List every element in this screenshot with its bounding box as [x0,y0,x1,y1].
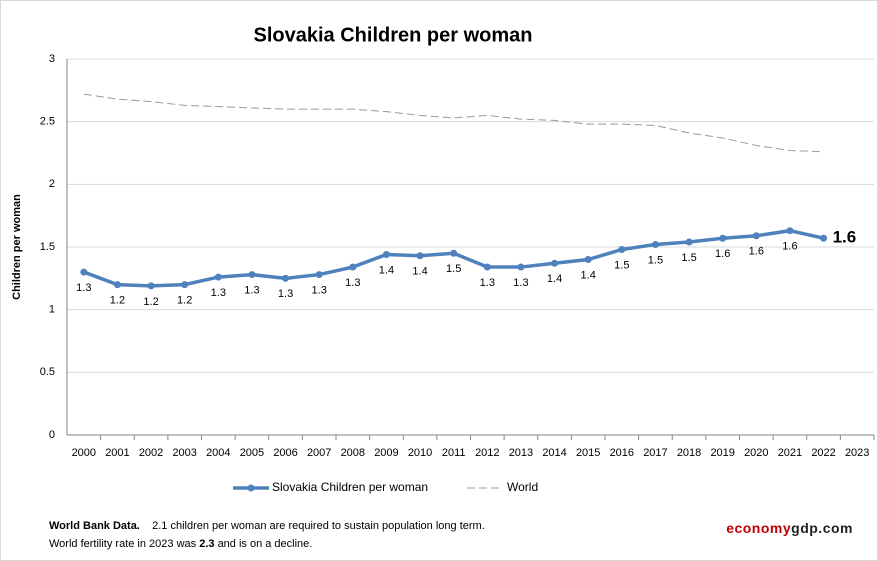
value-label: 1.6 [782,241,797,253]
x-tick-label: 2007 [307,447,331,459]
note-value: 2.3 [199,538,215,550]
value-label: 1.5 [446,263,461,275]
note: and is on a decline. [217,538,313,550]
x-tick-label: 2017 [643,447,667,459]
y-tick-label: 3 [49,53,55,65]
x-tick-label: 2022 [811,447,835,459]
value-label: 1.4 [412,266,427,278]
point [147,282,155,290]
x-tick-label: 2015 [576,447,600,459]
point [584,256,592,264]
x-tick-label: 2004 [206,447,230,459]
x-tick-label: 2009 [374,447,398,459]
y-tick-label: 1.5 [40,241,55,253]
point [248,271,256,279]
x-tick-label: 2011 [442,447,466,459]
point [349,263,357,271]
point [517,263,525,271]
value-label: 1.4 [379,264,394,276]
x-tick-label: 2021 [778,447,802,459]
point [685,238,693,246]
value-label: 1.6 [833,228,857,247]
note-line: World Bank Data. 2.1 children per woman … [49,517,485,535]
value-label: 1.5 [681,252,696,264]
point [450,249,458,257]
x-tick-label: 2019 [710,447,734,459]
y-tick-label: 0 [49,429,55,441]
value-label: 1.3 [312,284,327,296]
point [113,281,121,289]
point [416,252,424,260]
y-axis-title: Children per woman [11,194,23,300]
x-tick-label: 2014 [542,447,566,459]
point [786,227,794,235]
notes: World Bank Data. 2.1 children per woman … [49,517,485,553]
x-tick-label: 2002 [139,447,163,459]
value-label: 1.5 [614,259,629,271]
legend-label: World [507,480,538,494]
x-tick-label: 2010 [408,447,432,459]
x-tick-label: 2005 [240,447,264,459]
x-tick-label: 2003 [172,447,196,459]
x-tick-label: 2001 [105,447,129,459]
x-tick-label: 2012 [475,447,499,459]
value-label: 1.2 [177,295,192,307]
point [214,273,222,281]
value-label: 1.2 [143,296,158,308]
value-label: 1.4 [581,269,596,281]
note: World fertility rate in 2023 was [49,538,197,550]
point [282,274,290,282]
point [382,251,390,259]
value-label: 1.5 [648,254,663,266]
x-tick-label: 2016 [610,447,634,459]
value-label: 1.3 [211,287,226,299]
point [551,259,559,267]
x-tick-label: 2006 [273,447,297,459]
value-label: 1.3 [480,277,495,289]
x-tick-label: 2018 [677,447,701,459]
value-label: 1.6 [715,248,730,260]
x-tick-label: 2013 [509,447,533,459]
value-label: 1.3 [76,282,91,294]
point [820,234,828,242]
value-label: 1.4 [547,273,562,285]
brand: economygdp.com [726,520,853,536]
point [618,246,626,254]
value-label: 1.3 [513,277,528,289]
chart: Slovakia Children per woman Children per… [11,24,875,494]
x-tick-label: 2008 [341,447,365,459]
value-label: 1.6 [749,246,764,258]
point [80,268,88,276]
note-line: World fertility rate in 2023 was 2.3 and… [49,535,485,553]
y-tick-label: 0.5 [40,366,55,378]
point [719,234,727,242]
y-tick-label: 1 [49,304,55,316]
x-tick-label: 2023 [845,447,869,459]
brand-part: economy [726,520,792,536]
legend-marker [247,484,255,492]
series-line [83,228,824,288]
value-label: 1.3 [345,277,360,289]
point [315,271,323,279]
y-tick-label: 2.5 [40,116,55,128]
value-label: 1.3 [278,288,293,300]
series-line [83,93,824,153]
y-tick-label: 2 [49,178,55,190]
value-label: 1.3 [244,284,259,296]
point [752,232,760,240]
point [483,263,491,271]
brand-part: gdp.com [791,520,853,536]
point [651,240,659,248]
point [181,281,189,289]
source: World Bank Data. [49,520,140,532]
legend-label: Slovakia Children per woman [272,480,428,494]
x-tick-label: 2000 [72,447,96,459]
chart-title: Slovakia Children per woman [254,24,533,46]
x-tick-label: 2020 [744,447,768,459]
value-label: 1.2 [110,295,125,307]
note: 2.1 children per woman are required to s… [152,520,485,532]
